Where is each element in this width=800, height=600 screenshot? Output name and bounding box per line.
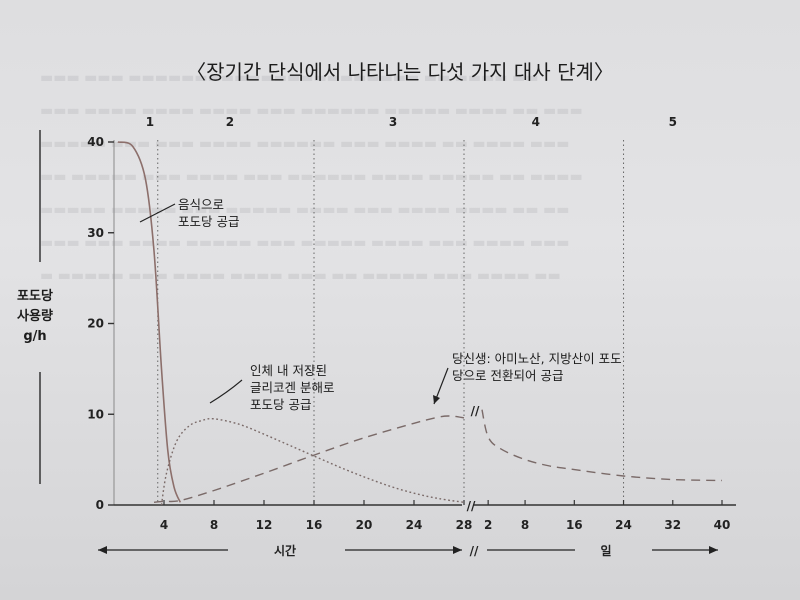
- annotation-glycogen-line-3: 포도당 공급: [250, 397, 312, 412]
- bleed-through-text: ▬▬▬ ▬▬▬ ▬▬▬▬▬▬▬▬▬▬▬▬▬▬▬▬▬▬▬▬▬▬ ▬▬ ▬▬▬▬ ▬…: [40, 70, 583, 284]
- days-arrowhead-right: [709, 546, 718, 554]
- series-3-days-line: [481, 409, 723, 482]
- y-axis-label-line-1: 포도당: [17, 289, 53, 304]
- x-tick-label-days: 8: [521, 518, 529, 532]
- x-tick-label-days: 2: [484, 518, 492, 532]
- y-axis-label: 포도당 사용량 g/h: [10, 287, 60, 347]
- annotation-food-line-1: 음식으로: [178, 197, 225, 212]
- arrow-break-mark: //: [470, 544, 479, 558]
- stage-label-3: 3: [389, 115, 397, 129]
- x-tick-label-hours: 12: [256, 518, 273, 532]
- hours-arrowhead-left: [98, 546, 107, 554]
- y-axis-label-line-3: g/h: [23, 329, 47, 344]
- series-break-mark: //: [471, 404, 480, 418]
- annotation-glycogen-line-2: 글리코겐 분해로: [250, 380, 335, 395]
- x-tick-label-hours: 24: [406, 518, 423, 532]
- series-1-hours-line: [117, 141, 182, 503]
- annotation-food-leader: [139, 203, 176, 223]
- x-tick-label-days: 40: [714, 518, 731, 532]
- annotation-glycogen-line-1: 인체 내 저장된: [250, 363, 327, 378]
- hours-arrowhead-right: [453, 546, 462, 554]
- x-tick-label-hours: 28: [456, 518, 473, 532]
- x-axis-label-hours: 시간: [274, 543, 296, 558]
- annotation-food-line-2: 포도당 공급: [178, 214, 240, 229]
- y-tick-label: 0: [96, 498, 104, 512]
- series-2-hours-line: [160, 417, 465, 506]
- x-tick-label-days: 24: [615, 518, 632, 532]
- annotation-food: 음식으로 포도당 공급: [178, 196, 239, 230]
- annotation-gluconeogenesis-arrowhead: [433, 395, 440, 404]
- x-tick-label-hours: 8: [210, 518, 218, 532]
- x-axis-label-days: 일: [600, 544, 611, 558]
- annotation-glycogen: 인체 내 저장된 글리코겐 분해로 포도당 공급: [250, 362, 334, 413]
- y-tick-label: 20: [87, 317, 104, 331]
- x-tick-label-hours: 16: [306, 518, 323, 532]
- x-tick-label-hours: 20: [356, 518, 373, 532]
- x-tick-label-days: 16: [566, 518, 583, 532]
- annotation-gluconeogenesis-line-2: 당으로 전환되어 공급: [452, 368, 564, 383]
- x-tick-label-hours: 4: [160, 518, 168, 532]
- stage-label-1: 1: [146, 115, 154, 129]
- chart-title: 〈장기간 단식에서 나타나는 다섯 가지 대사 단계〉: [186, 60, 614, 84]
- annotation-glycogen-leader: [209, 379, 243, 404]
- annotation-gluconeogenesis-line-1: 당신생: 아미노산, 지방산이 포도: [452, 351, 622, 366]
- series-3-hours-line: [153, 415, 465, 503]
- stage-label-4: 4: [532, 115, 540, 129]
- annotation-gluconeogenesis: 당신생: 아미노산, 지방산이 포도 당으로 전환되어 공급: [452, 350, 622, 384]
- stage-label-5: 5: [669, 115, 677, 129]
- y-axis-label-line-2: 사용량: [17, 309, 53, 324]
- y-tick-label: 10: [87, 407, 104, 421]
- y-tick-label: 40: [87, 135, 104, 149]
- y-tick-label: 30: [87, 226, 104, 240]
- x-tick-label-days: 32: [664, 518, 681, 532]
- x-axis-break-mark: //: [467, 499, 476, 513]
- stage-label-2: 2: [226, 115, 234, 129]
